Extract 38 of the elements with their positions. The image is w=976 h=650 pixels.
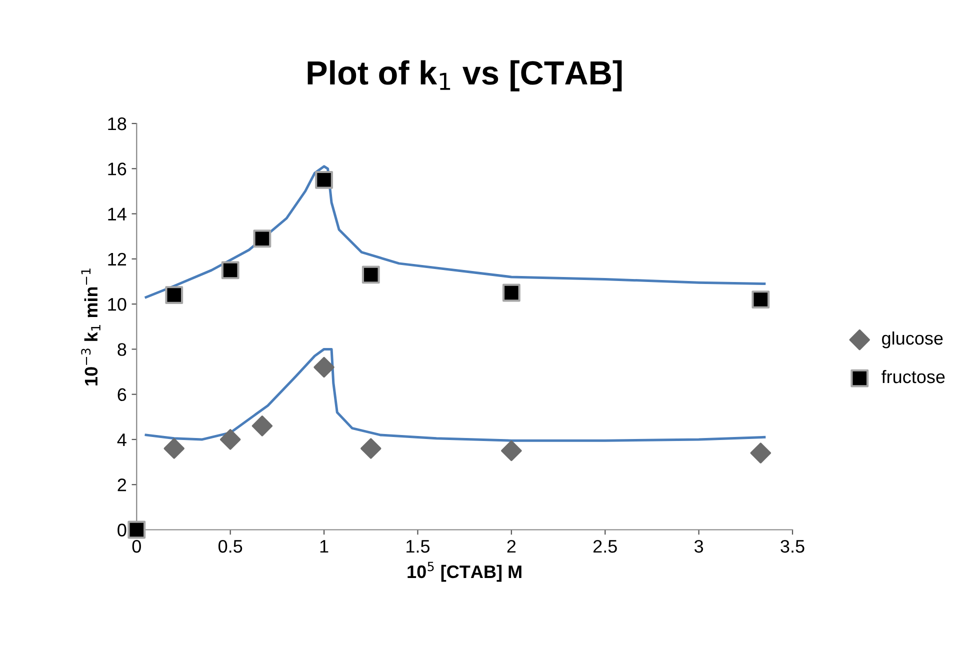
point bbox=[752, 290, 770, 309]
point bbox=[221, 261, 240, 280]
point bbox=[362, 266, 380, 284]
x-tick-label: 1 bbox=[320, 540, 328, 553]
y-axis-title: 10$^{−3}$ k$_{1}$ min$^{−1}$ bbox=[81, 268, 100, 386]
x-tick-label: 0.5 bbox=[218, 540, 242, 553]
point bbox=[164, 438, 184, 459]
x-tick-label: 3.5 bbox=[780, 540, 804, 553]
y-tick-label: 8 bbox=[118, 343, 126, 356]
x-tick-label: 2 bbox=[507, 540, 516, 553]
point bbox=[315, 170, 333, 189]
y-tick-label: 4 bbox=[117, 434, 126, 446]
y-tick-label: 10 bbox=[108, 298, 126, 311]
y-tick-label: 18 bbox=[108, 117, 126, 130]
y-tick-label: 0 bbox=[118, 524, 126, 536]
legend-label: glucose bbox=[882, 331, 943, 348]
point bbox=[502, 284, 520, 302]
y-tick-label: 12 bbox=[108, 252, 126, 266]
y-tick-label: 6 bbox=[118, 388, 126, 402]
point bbox=[360, 438, 382, 459]
y-tick-label: 2 bbox=[118, 478, 126, 492]
point bbox=[252, 416, 273, 436]
legend-label: fructose bbox=[882, 370, 945, 384]
point bbox=[501, 440, 522, 462]
point bbox=[165, 286, 184, 304]
point bbox=[750, 442, 772, 464]
y-tick-label: 14 bbox=[108, 208, 126, 220]
point bbox=[128, 520, 146, 539]
y-tick-label: 16 bbox=[108, 162, 126, 176]
x-axis-title: 10$^{5}$ [CTAB] M bbox=[408, 562, 522, 582]
point bbox=[220, 429, 241, 450]
x-tick-label: 2.5 bbox=[593, 540, 617, 553]
chart-title: Plot of k$_{1}$ vs [CTAB] bbox=[308, 60, 622, 92]
point bbox=[314, 356, 334, 378]
x-tick-label: 3 bbox=[694, 540, 704, 553]
point bbox=[253, 230, 272, 248]
x-tick-label: 0 bbox=[132, 540, 141, 553]
x-tick-label: 1.5 bbox=[406, 540, 430, 553]
